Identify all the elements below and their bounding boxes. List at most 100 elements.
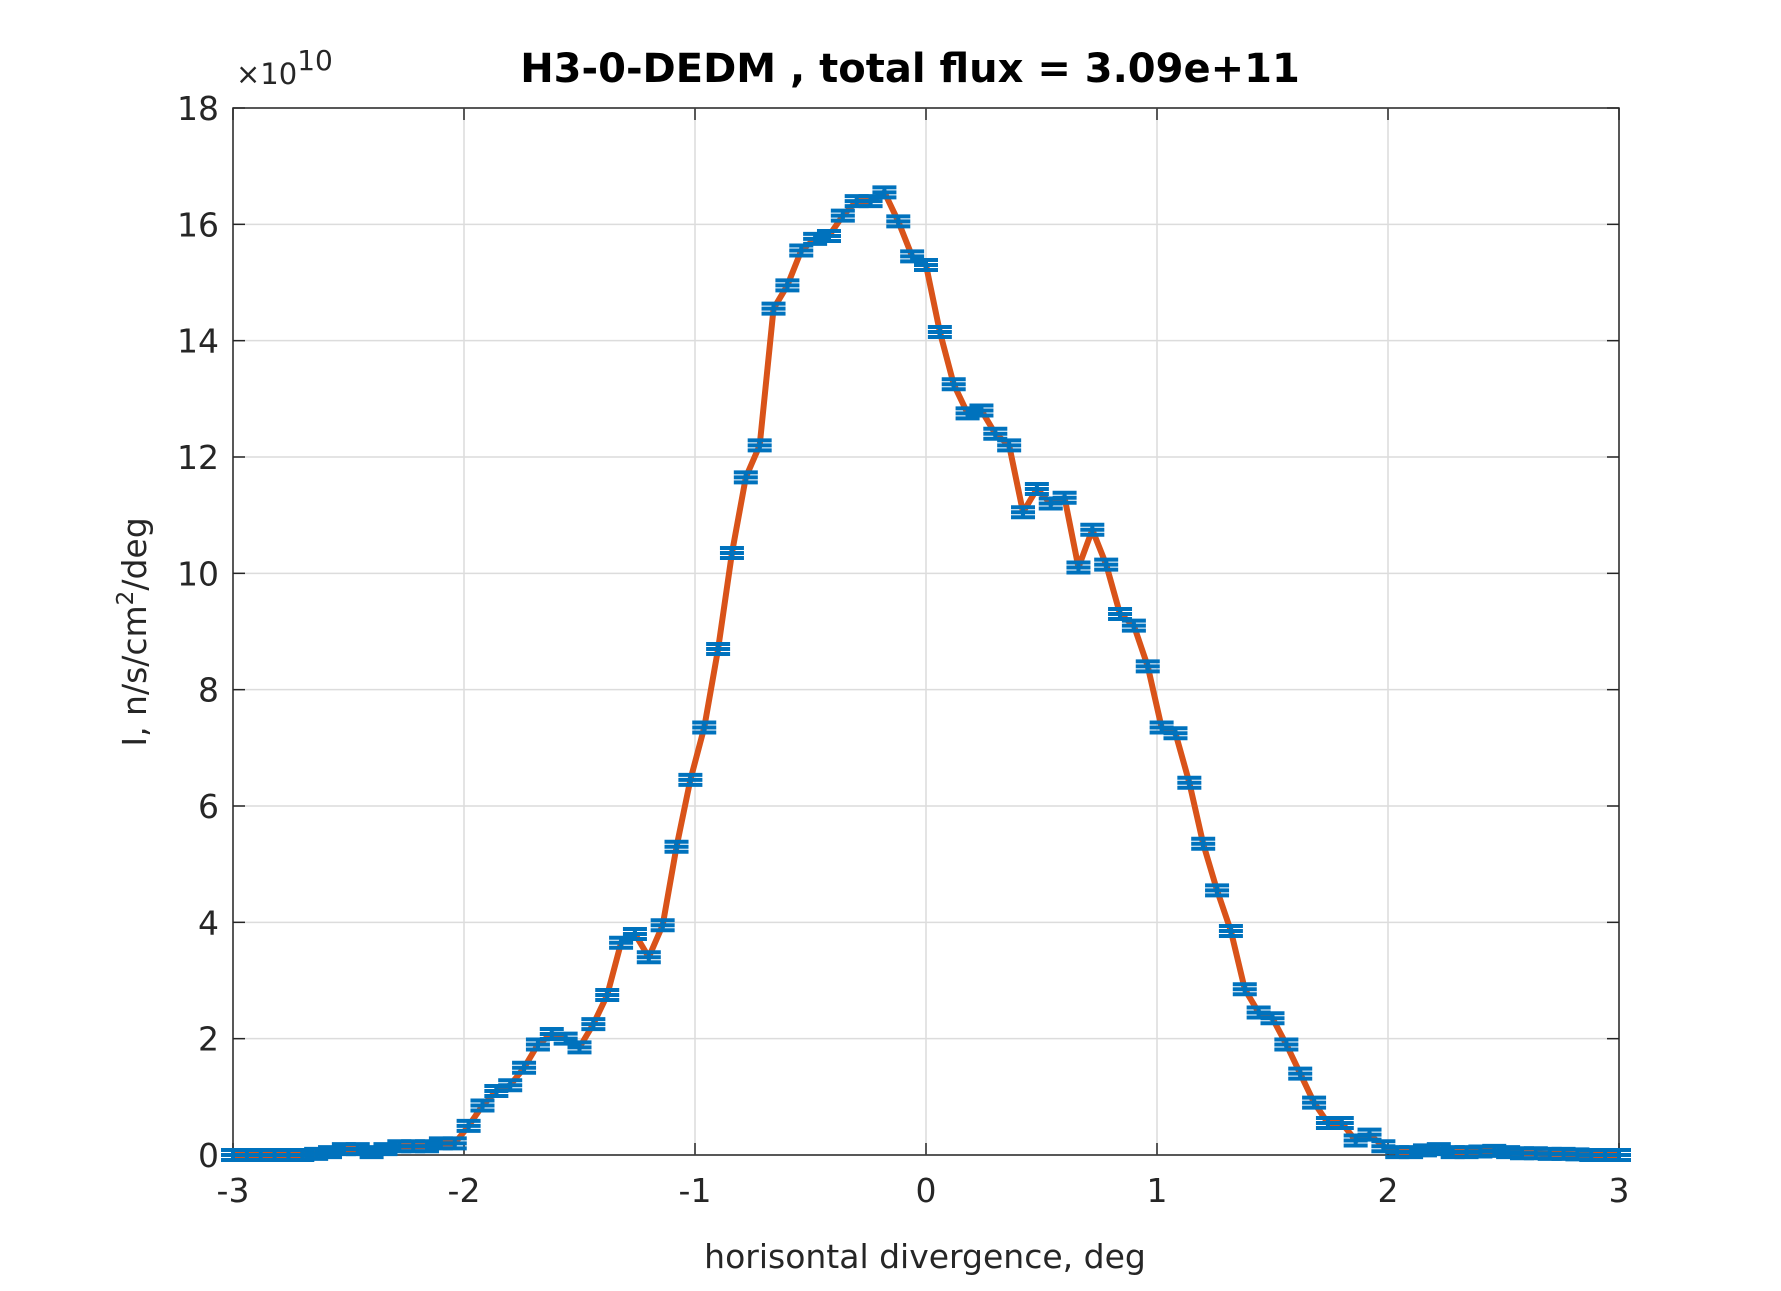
x-tick-label: -2 [448, 1171, 481, 1210]
error-bar-marker [401, 1139, 426, 1154]
error-bar-marker [678, 772, 703, 787]
multiplier-exponent: 10 [297, 44, 333, 77]
y-tick-label: 16 [177, 205, 219, 244]
x-tick-label: 1 [1147, 1171, 1168, 1210]
error-bar-marker [1177, 775, 1202, 790]
y-tick-label: 14 [177, 322, 219, 361]
y-tick-label: 2 [198, 1020, 219, 1059]
error-bar-marker [415, 1139, 440, 1154]
y-axis-label: I, n/s/cm2/deg [113, 517, 154, 746]
error-bar-marker [1066, 560, 1091, 575]
error-bar-marker [318, 1145, 343, 1160]
error-bar-marker [1024, 481, 1049, 496]
error-bar-marker [650, 918, 675, 933]
x-axis-label: horisontal divergence, deg [704, 1237, 1146, 1276]
error-bar-marker [1315, 1116, 1340, 1131]
x-tick-label: 2 [1378, 1171, 1399, 1210]
error-bar-marker [955, 406, 980, 421]
error-bar-marker [858, 194, 883, 209]
error-bar-marker [567, 1040, 592, 1055]
error-bar-marker [775, 278, 800, 293]
y-tick-label: 18 [177, 89, 219, 128]
error-bar-marker [914, 258, 938, 273]
error-bar-marker [498, 1078, 523, 1093]
y-tick-label: 8 [198, 671, 219, 710]
error-bar-marker [1121, 618, 1146, 633]
error-bar-marker [886, 214, 911, 229]
error-bar-marker [1509, 1146, 1534, 1161]
x-tick-label: -1 [679, 1171, 712, 1210]
error-bar-marker [1329, 1116, 1354, 1131]
y-tick-label: 12 [177, 438, 219, 477]
error-bar-marker [622, 926, 647, 941]
error-bar-marker [1302, 1095, 1327, 1110]
error-bar-marker [553, 1031, 578, 1046]
error-bar-marker [1565, 1147, 1590, 1162]
error-bar-marker [1135, 659, 1160, 674]
error-bar-marker [1260, 1011, 1285, 1026]
y-label-end: /deg [115, 517, 154, 590]
error-bar-marker [456, 1118, 481, 1133]
error-bar-marker [1399, 1145, 1424, 1160]
plot-frame [232, 107, 1620, 1156]
error-bar-marker [900, 249, 925, 264]
error-bar-marker [595, 988, 620, 1003]
y-tick-label: 4 [198, 903, 219, 942]
error-bar-marker [428, 1136, 453, 1151]
error-bar-marker [997, 438, 1022, 453]
error-bar-marker [692, 720, 717, 735]
error-bar-marker [1011, 505, 1036, 520]
error-bar-marker [1163, 726, 1188, 741]
error-bar-marker [1593, 1148, 1618, 1162]
error-bar-marker [789, 243, 814, 258]
error-bar-marker [484, 1084, 509, 1099]
error-bar-marker [512, 1060, 537, 1075]
y-label-start: I, n/s/cm [115, 605, 154, 746]
error-bar-marker [1385, 1145, 1410, 1160]
error-bar-marker [1343, 1133, 1368, 1148]
error-bar-marker [373, 1142, 398, 1157]
error-bar-marker [664, 839, 689, 854]
error-bar-marker [1288, 1066, 1313, 1081]
error-bar-marker [1080, 522, 1105, 537]
error-bar-marker [706, 641, 731, 656]
y-tick-label: 6 [198, 787, 219, 826]
y-tick-label: 0 [198, 1136, 219, 1175]
error-bar-marker [761, 301, 786, 316]
error-bar-marker [1232, 982, 1257, 997]
error-bar-marker [636, 950, 661, 965]
error-bar-marker [830, 208, 855, 223]
error-bar-marker [1371, 1139, 1396, 1154]
error-bar-marker [234, 1148, 259, 1162]
error-bar-marker [276, 1148, 301, 1162]
error-bar-marker [470, 1098, 495, 1113]
error-bar-marker [331, 1142, 356, 1157]
error-bar-marker [581, 1017, 606, 1032]
x-tick-label: 0 [916, 1171, 937, 1210]
error-bar-marker [290, 1148, 315, 1162]
error-bar-marker [525, 1037, 550, 1052]
error-bar-marker [1357, 1127, 1382, 1142]
error-bar-marker [1440, 1145, 1465, 1160]
error-bar-marker [816, 228, 841, 243]
error-bar-marker [1149, 720, 1174, 735]
error-bar-marker [304, 1146, 329, 1161]
error-bar-marker [1607, 1148, 1631, 1162]
error-bar-marker [539, 1027, 564, 1042]
error-bar-marker [927, 324, 952, 339]
error-bar-marker [941, 377, 966, 392]
error-bar-marker [1523, 1146, 1548, 1161]
error-bar-marker [1426, 1142, 1451, 1157]
error-bar-marker [844, 194, 869, 209]
error-bar-marker [387, 1139, 412, 1154]
error-bar-marker [1038, 496, 1063, 511]
error-bar-marker [1537, 1146, 1562, 1161]
error-bar-marker [609, 935, 634, 950]
error-bar-marker [1246, 1005, 1271, 1020]
error-bar-marker [1108, 607, 1133, 622]
error-bar-marker [872, 185, 897, 200]
error-bar-marker [719, 545, 744, 560]
error-bar-marker [969, 403, 994, 418]
error-bar-marker [1205, 883, 1230, 898]
error-bar-marker [1482, 1143, 1507, 1158]
